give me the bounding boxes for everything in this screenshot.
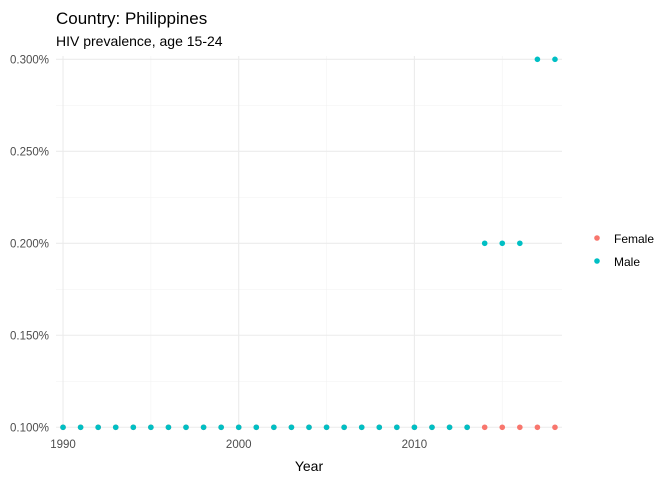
- data-point-male: [376, 424, 383, 431]
- y-tick-label: 0.250%: [10, 146, 49, 158]
- data-point-male: [218, 424, 224, 431]
- data-point-male: [446, 424, 453, 431]
- legend-female-label: Female: [614, 232, 654, 246]
- data-point-male: [60, 424, 66, 431]
- data-point-male: [253, 424, 260, 431]
- data-point-male: [165, 424, 172, 431]
- chart-title: Country: Philippines: [56, 9, 207, 28]
- data-point-male: [130, 424, 137, 431]
- data-point-male: [77, 424, 84, 431]
- data-point-male: [323, 424, 330, 431]
- data-point-female: [481, 424, 488, 431]
- data-point-male: [183, 424, 189, 431]
- data-point-female: [534, 424, 541, 431]
- data-point-male: [358, 424, 365, 431]
- y-tick-label: 0.300%: [10, 54, 49, 66]
- x-tick-label: 1990: [50, 439, 76, 451]
- data-point-male: [341, 424, 347, 431]
- y-tick-label: 0.200%: [10, 238, 49, 250]
- legend-male-marker: [594, 258, 600, 264]
- data-point-male: [148, 424, 154, 431]
- x-axis-tick-labels: 1990 2000 2010: [50, 439, 427, 451]
- data-point-male: [411, 424, 418, 431]
- data-point-male: [200, 424, 207, 431]
- legend-male-label: Male: [614, 255, 640, 269]
- data-point-male: [552, 56, 558, 63]
- chart-subtitle: HIV prevalence, age 15-24: [56, 33, 223, 49]
- x-axis-title: Year: [295, 458, 324, 474]
- data-point-female: [499, 424, 506, 431]
- x-tick-label: 2000: [226, 439, 252, 451]
- data-point-male: [271, 424, 277, 431]
- data-point-male: [499, 240, 506, 247]
- data-point-male: [95, 424, 101, 431]
- legend-item-male: Male: [594, 255, 640, 269]
- data-point-male: [394, 424, 400, 431]
- y-axis-tick-labels: 0.100% 0.150% 0.200% 0.250% 0.300%: [10, 54, 49, 434]
- data-point-female: [552, 424, 558, 431]
- data-point-male: [112, 424, 119, 431]
- data-point-male: [464, 424, 470, 431]
- data-point-male: [306, 424, 312, 431]
- series-male: [60, 56, 558, 431]
- x-tick-label: 2010: [402, 439, 428, 451]
- legend: Female Male: [594, 232, 654, 269]
- data-point-male: [288, 424, 295, 431]
- legend-item-female: Female: [594, 232, 654, 246]
- data-point-male: [517, 240, 523, 247]
- data-point-male: [235, 424, 242, 431]
- data-point-male: [429, 424, 435, 431]
- data-point-female: [517, 424, 523, 431]
- data-point-male: [481, 240, 488, 247]
- legend-female-marker: [594, 235, 600, 241]
- y-tick-label: 0.150%: [10, 330, 49, 342]
- grid-lines: [56, 56, 562, 428]
- data-point-male: [534, 56, 541, 63]
- y-tick-label: 0.100%: [10, 422, 49, 434]
- data-points: [60, 56, 558, 431]
